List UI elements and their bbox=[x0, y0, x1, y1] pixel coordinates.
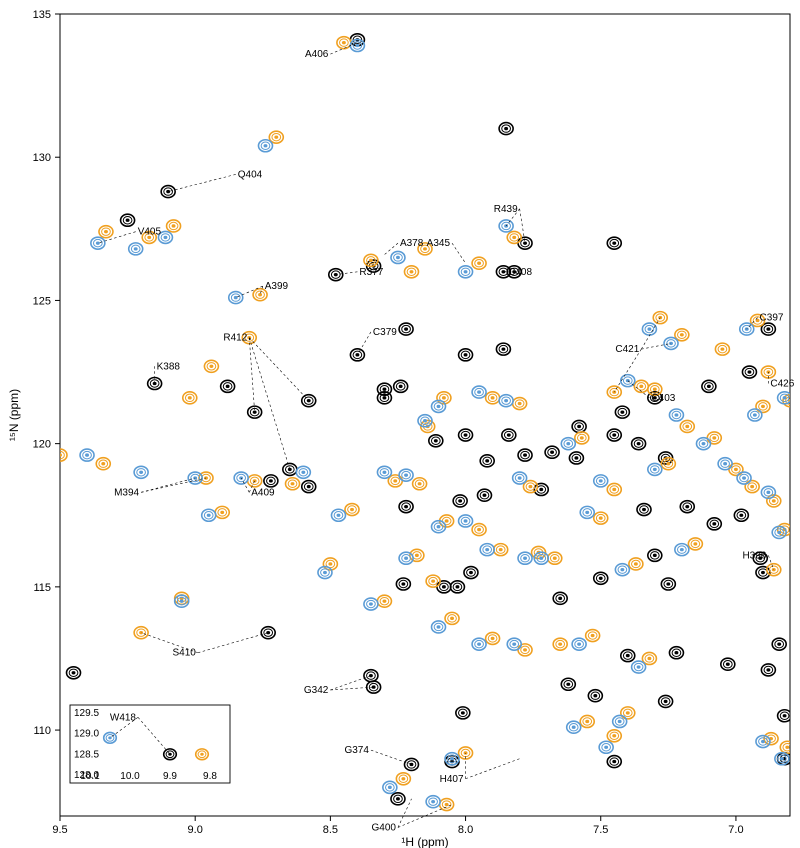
annotation-V405: V405 bbox=[138, 227, 162, 238]
annotation-S410: S410 bbox=[173, 648, 197, 659]
svg-text:10.0: 10.0 bbox=[120, 771, 140, 782]
svg-text:129.0: 129.0 bbox=[74, 729, 99, 740]
annotation-A345: A345 bbox=[427, 238, 451, 249]
svg-text:9.9: 9.9 bbox=[163, 771, 177, 782]
annotation-Q404: Q404 bbox=[238, 169, 263, 180]
svg-text:9.5: 9.5 bbox=[52, 824, 67, 836]
annotation-C421: C421 bbox=[615, 344, 639, 355]
annotation-W418: W418 bbox=[110, 712, 137, 723]
annotation-G400: G400 bbox=[371, 822, 396, 833]
svg-text:135: 135 bbox=[33, 9, 51, 21]
svg-text:130: 130 bbox=[33, 152, 51, 164]
annotation-A378: A378 bbox=[400, 238, 424, 249]
svg-text:8.5: 8.5 bbox=[323, 824, 338, 836]
annotation-A406: A406 bbox=[305, 49, 329, 60]
annotation-C426: C426 bbox=[770, 378, 794, 389]
svg-text:129.5: 129.5 bbox=[74, 708, 99, 719]
annotation-M394: M394 bbox=[114, 487, 139, 498]
x-axis-label: ¹H (ppm) bbox=[401, 835, 448, 848]
annotation-K388: K388 bbox=[157, 361, 181, 372]
svg-text:7.0: 7.0 bbox=[728, 824, 743, 836]
svg-text:115: 115 bbox=[33, 582, 51, 594]
annotation-C403: C403 bbox=[651, 393, 675, 404]
svg-text:125: 125 bbox=[33, 295, 51, 307]
annotation-R439: R439 bbox=[494, 204, 518, 215]
annotation-C379: C379 bbox=[373, 327, 397, 338]
annotation-H407: H407 bbox=[440, 774, 464, 785]
annotation-R377: R377 bbox=[359, 267, 383, 278]
svg-text:9.8: 9.8 bbox=[203, 771, 217, 782]
annotation-H396: H396 bbox=[742, 550, 766, 561]
svg-text:10.1: 10.1 bbox=[80, 771, 100, 782]
annotation-R412: R412 bbox=[223, 333, 247, 344]
annotation-A399: A399 bbox=[265, 281, 289, 292]
svg-text:8.0: 8.0 bbox=[458, 824, 473, 836]
annotation-G374: G374 bbox=[344, 745, 369, 756]
svg-text:7.5: 7.5 bbox=[593, 824, 608, 836]
annotation-C397: C397 bbox=[760, 313, 784, 324]
annotation-A409: A409 bbox=[251, 487, 275, 498]
y-axis-label: ¹⁵N (ppm) bbox=[7, 389, 21, 441]
annotation-C408: C408 bbox=[508, 267, 532, 278]
svg-text:110: 110 bbox=[33, 725, 51, 737]
svg-text:120: 120 bbox=[33, 439, 51, 451]
annotation-G342: G342 bbox=[304, 685, 329, 696]
svg-text:128.5: 128.5 bbox=[74, 749, 99, 760]
svg-text:9.0: 9.0 bbox=[188, 824, 203, 836]
